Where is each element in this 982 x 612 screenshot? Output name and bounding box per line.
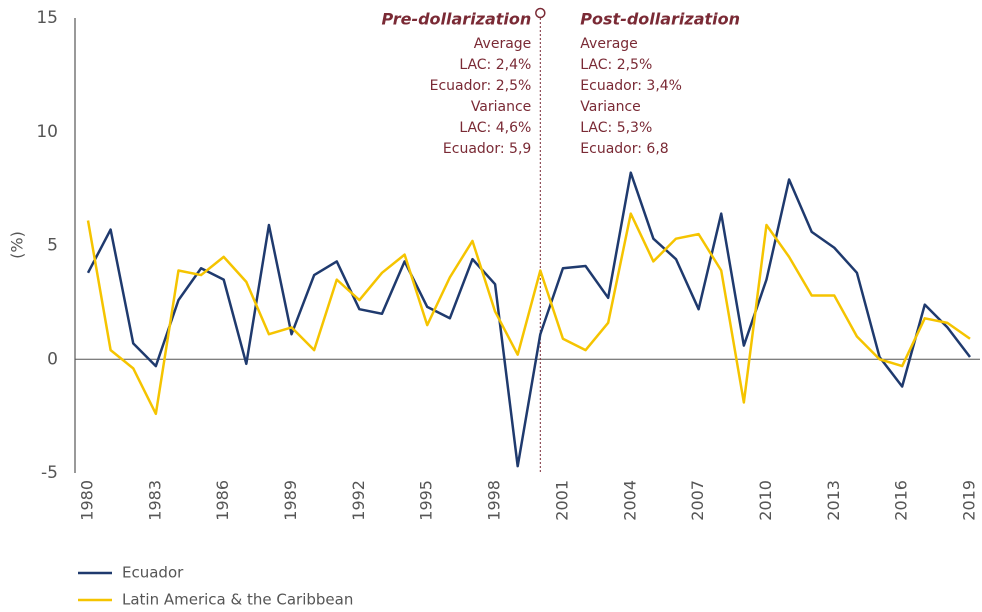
x-tick-label: 1998: [485, 480, 504, 521]
x-tick-label: 2001: [552, 480, 571, 521]
annotation-heading: Average: [580, 36, 638, 52]
annotation-heading: Variance: [580, 99, 640, 115]
annotation-value: LAC: 2,5%: [580, 57, 652, 73]
annotation-heading: Variance: [471, 99, 531, 115]
annotation-title: Post-dollarization: [580, 10, 740, 29]
series-line: [86, 212, 971, 416]
legend-label: Ecuador: [122, 564, 184, 582]
annotation-title: Pre-dollarization: [381, 10, 531, 29]
annotation-value: Ecuador: 6,8: [580, 141, 668, 157]
divider-marker: [535, 7, 546, 19]
y-tick-label: -5: [41, 463, 58, 483]
annotation-value: LAC: 2,4%: [459, 57, 531, 73]
annotation-heading: Average: [474, 36, 532, 52]
x-tick-label: 1980: [78, 480, 97, 521]
annotation-value: LAC: 4,6%: [459, 120, 531, 136]
x-tick-label: 1983: [145, 480, 164, 521]
x-tick-label: 2016: [892, 480, 911, 521]
x-tick-label: 1986: [213, 480, 232, 521]
x-tick-label: 2004: [620, 480, 639, 521]
y-tick-label: 0: [47, 349, 58, 369]
x-tick-label: 1989: [281, 480, 300, 521]
annotation-value: Ecuador: 3,4%: [580, 78, 682, 94]
y-tick-label: 5: [47, 236, 58, 256]
x-tick-label: 1995: [417, 480, 436, 521]
x-tick-label: 2007: [688, 480, 707, 521]
y-tick-label: 15: [36, 8, 58, 28]
x-tick-label: 2010: [756, 480, 775, 521]
legend-label: Latin America & the Caribbean: [122, 591, 353, 609]
series-line: [86, 171, 971, 468]
annotation-value: Ecuador: 2,5%: [430, 78, 532, 94]
y-tick-label: 10: [36, 122, 58, 142]
annotation-value: Ecuador: 5,9: [443, 141, 531, 157]
x-tick-label: 2019: [960, 480, 979, 521]
annotation-value: LAC: 5,3%: [580, 120, 652, 136]
x-tick-label: 1992: [349, 480, 368, 521]
x-tick-label: 2013: [824, 480, 843, 521]
y-axis-label: (%): [8, 231, 27, 259]
